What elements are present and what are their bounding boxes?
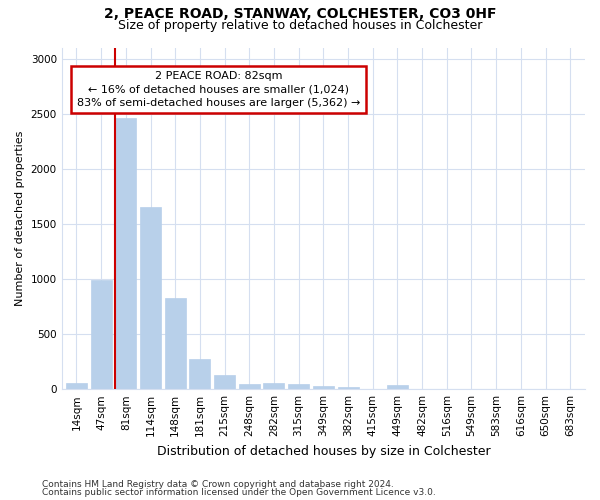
Text: Contains public sector information licensed under the Open Government Licence v3: Contains public sector information licen… <box>42 488 436 497</box>
Bar <box>91 280 112 389</box>
Bar <box>313 386 334 389</box>
X-axis label: Distribution of detached houses by size in Colchester: Distribution of detached houses by size … <box>157 444 490 458</box>
Bar <box>190 360 211 389</box>
Bar <box>288 384 309 389</box>
Text: 2 PEACE ROAD: 82sqm
← 16% of detached houses are smaller (1,024)
83% of semi-det: 2 PEACE ROAD: 82sqm ← 16% of detached ho… <box>77 72 361 108</box>
Bar <box>338 387 359 389</box>
Bar <box>214 375 235 389</box>
Bar <box>239 384 260 389</box>
Y-axis label: Number of detached properties: Number of detached properties <box>15 130 25 306</box>
Text: Size of property relative to detached houses in Colchester: Size of property relative to detached ho… <box>118 18 482 32</box>
Text: 2, PEACE ROAD, STANWAY, COLCHESTER, CO3 0HF: 2, PEACE ROAD, STANWAY, COLCHESTER, CO3 … <box>104 8 496 22</box>
Bar <box>140 208 161 389</box>
Bar <box>263 383 284 389</box>
Bar <box>115 118 136 389</box>
Bar <box>66 383 87 389</box>
Bar <box>387 386 408 389</box>
Bar <box>165 298 186 389</box>
Text: Contains HM Land Registry data © Crown copyright and database right 2024.: Contains HM Land Registry data © Crown c… <box>42 480 394 489</box>
